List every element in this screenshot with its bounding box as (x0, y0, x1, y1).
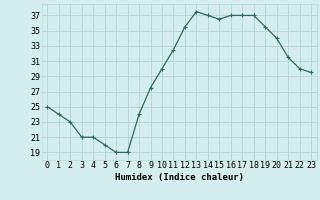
X-axis label: Humidex (Indice chaleur): Humidex (Indice chaleur) (115, 173, 244, 182)
